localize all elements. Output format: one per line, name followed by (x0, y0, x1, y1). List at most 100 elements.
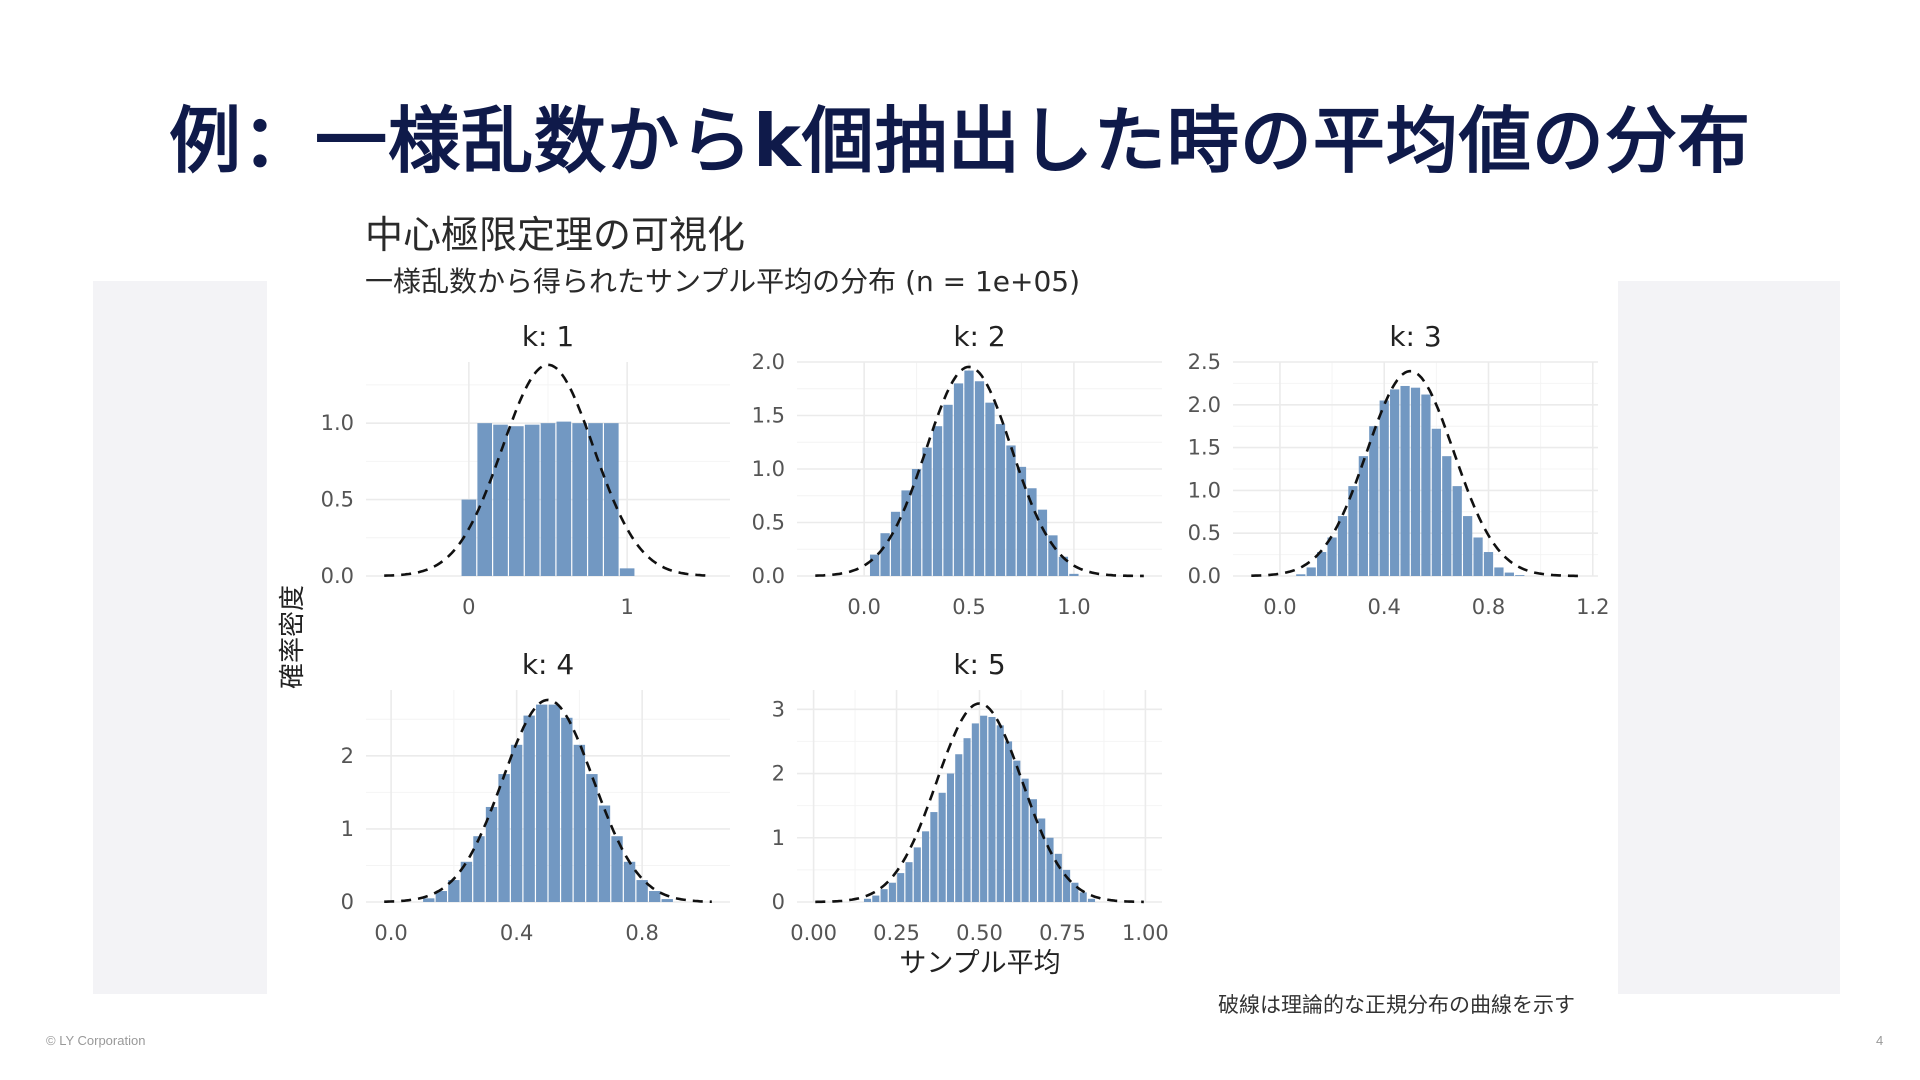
x-tick-label: 0.0 (847, 595, 880, 619)
histogram-bar (423, 898, 435, 902)
y-tick-label: 2 (341, 744, 354, 768)
histogram-bar (1410, 387, 1421, 576)
facet-label: k: 4 (522, 648, 574, 681)
x-tick-label: 1.0 (1057, 595, 1090, 619)
y-tick-label: 1.0 (1188, 478, 1221, 502)
page-number: 4 (1876, 1033, 1884, 1048)
normal-curve (384, 698, 712, 904)
histogram-bar (964, 370, 974, 576)
histogram-bar (988, 716, 996, 902)
histogram-bar (913, 847, 921, 902)
figure-subtitle: 一様乱数から得られたサンプル平均の分布 (n = 1e+05) (365, 265, 1081, 298)
histogram-bar (586, 774, 598, 902)
x-tick-label: 0.0 (374, 921, 407, 945)
histogram-bar (572, 423, 587, 576)
histogram-bar (1390, 389, 1400, 576)
histogram-bar (1515, 575, 1525, 576)
histogram-bar (1337, 516, 1348, 576)
histogram-bar (863, 898, 872, 902)
normal-curve (384, 363, 712, 577)
y-tick-label: 1 (772, 826, 785, 850)
x-tick-label: 0.4 (500, 921, 533, 945)
histogram-bar (619, 568, 635, 576)
histogram-bar (1004, 741, 1013, 902)
y-tick-label: 0.5 (1188, 521, 1221, 545)
y-tick-label: 2.5 (1188, 350, 1221, 374)
histogram-bar (556, 421, 572, 576)
histogram-bar (548, 704, 560, 902)
histogram-bar (946, 773, 955, 902)
x-tick-label: 0.5 (952, 595, 985, 619)
histogram-bar (573, 744, 586, 902)
histogram-bar (1421, 394, 1431, 576)
x-tick-label: 0.75 (1039, 921, 1086, 945)
histogram-bar (888, 882, 896, 902)
left-background-panel (93, 281, 267, 994)
y-tick-label: 3 (772, 697, 785, 721)
histogram-bar (524, 424, 540, 576)
histogram-bar (955, 754, 963, 902)
histogram-bar (477, 423, 493, 576)
histogram-bar (1348, 486, 1358, 576)
histogram-bar (1306, 567, 1316, 576)
facet-label: k: 3 (1389, 320, 1441, 353)
y-tick-label: 2.0 (752, 350, 785, 374)
histogram-bar (485, 806, 498, 902)
y-tick-label: 0 (341, 890, 354, 914)
histogram-bar (880, 889, 888, 902)
x-tick-label: 0.8 (1472, 595, 1505, 619)
histogram-bar (1473, 537, 1483, 576)
x-tick-label: 0 (462, 595, 475, 619)
x-tick-label: 0.50 (956, 921, 1003, 945)
histogram-bar (1016, 466, 1027, 576)
histogram-bar (1494, 567, 1504, 576)
x-tick-label: 1.00 (1122, 921, 1169, 945)
histogram-bar (901, 490, 911, 576)
y-tick-label: 2.0 (1188, 393, 1221, 417)
histogram-bar (1037, 509, 1048, 576)
y-tick-label: 1.0 (752, 457, 785, 481)
histogram-bar (460, 861, 473, 902)
x-tick-label: 0.00 (790, 921, 837, 945)
histogram-bar (493, 424, 508, 576)
histogram-bar (536, 704, 548, 902)
histogram-bar (1013, 760, 1021, 902)
histogram-bar (1400, 385, 1410, 576)
histogram-bar (588, 423, 603, 576)
y-tick-label: 0.0 (1188, 564, 1221, 588)
x-axis-label: サンプル平均 (899, 948, 1060, 979)
histogram-bar (963, 738, 971, 902)
normal-curve (815, 702, 1144, 904)
histogram-bar (661, 899, 673, 902)
histogram-bar (872, 895, 880, 902)
histogram-bar (1021, 778, 1029, 902)
histogram-bar (636, 880, 648, 902)
x-tick-label: 1.2 (1576, 595, 1609, 619)
histogram-bar (498, 774, 510, 902)
histogram-bar (1327, 537, 1337, 576)
histogram-bar (922, 831, 930, 902)
histogram-bar (995, 424, 1006, 576)
y-tick-label: 1.5 (752, 404, 785, 428)
normal-curve (1251, 369, 1580, 578)
histogram-bar (905, 862, 913, 902)
histogram-bar (1071, 882, 1079, 902)
histogram-bar (1029, 799, 1037, 902)
histogram-bar (1087, 898, 1096, 902)
histogram-bar (1296, 574, 1306, 576)
histogram-bar (1069, 573, 1079, 576)
y-tick-label: 2 (772, 762, 785, 786)
histogram-bar (1079, 892, 1087, 902)
copyright: © LY Corporation (46, 1033, 146, 1048)
histogram-bar (1058, 556, 1069, 576)
histogram-bar (1463, 516, 1473, 576)
histogram-bar (971, 723, 979, 902)
histogram-bar (1006, 445, 1016, 576)
histogram-bar (598, 805, 611, 902)
histogram-bar (930, 812, 938, 902)
facet-label: k: 5 (953, 648, 1005, 681)
histogram-bar (461, 499, 477, 576)
figure-title: 中心極限定理の可視化 (365, 213, 746, 257)
histogram-bar (932, 426, 943, 576)
y-tick-label: 0.0 (752, 564, 785, 588)
